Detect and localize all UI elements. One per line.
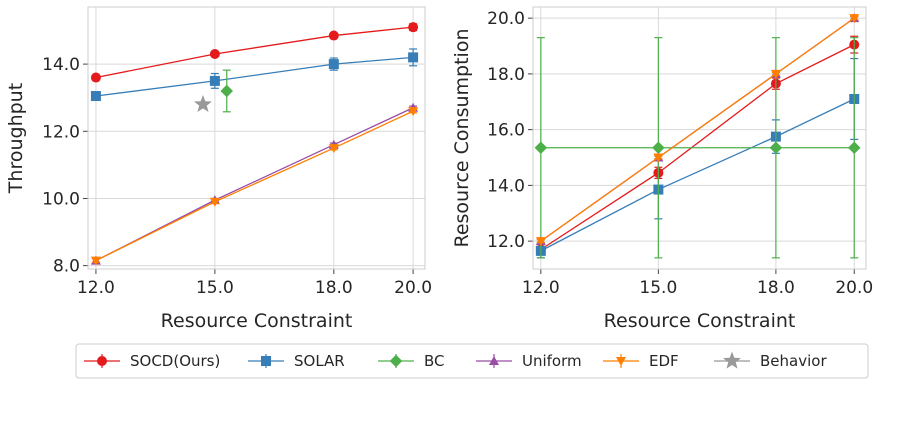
series-line <box>95 110 414 262</box>
data-point <box>220 84 234 98</box>
y-axis-label: Resource Consumption <box>451 28 473 247</box>
legend-entry-solar: SOLAR <box>248 352 345 370</box>
data-point <box>209 49 220 60</box>
data-point <box>770 69 781 79</box>
series-line <box>95 26 414 79</box>
data-point <box>408 22 419 33</box>
legend-label: BC <box>424 352 445 370</box>
legend-label: SOLAR <box>294 352 345 370</box>
legend-entry-edf: EDF <box>603 352 679 370</box>
data-point <box>194 94 212 113</box>
data-point <box>408 52 419 63</box>
y-tick-label: 12.0 <box>42 122 80 142</box>
y-tick-label: 20.0 <box>487 9 525 29</box>
data-point <box>90 256 101 266</box>
legend-marker <box>723 351 741 369</box>
y-axis-label: Throughput <box>5 83 27 194</box>
y-tick-label: 8.0 <box>53 257 80 277</box>
legend-label: EDF <box>649 352 679 370</box>
data-point <box>847 141 861 155</box>
legend-entry-uniform: Uniform <box>476 352 582 370</box>
series-line <box>95 107 414 262</box>
series-bc <box>534 37 861 259</box>
legend-label: Behavior <box>760 352 827 370</box>
series-line <box>95 56 414 97</box>
x-tick-label: 20.0 <box>394 278 432 298</box>
data-point <box>534 141 548 155</box>
legend-marker <box>97 356 107 366</box>
x-tick-label: 18.0 <box>757 278 795 298</box>
data-point <box>328 144 339 154</box>
data-point <box>209 75 220 86</box>
legend-entry-behavior: Behavior <box>714 351 827 370</box>
legend-entry-bc: BC <box>378 352 445 370</box>
y-tick-label: 14.0 <box>42 55 80 75</box>
throughput-panel: 12.0 15.0 18.0 20.0 8.0 10.0 12.0 14.0 Resource … <box>5 6 432 332</box>
legend-entry-socd-ours-: SOCD(Ours) <box>84 352 220 370</box>
series-line <box>540 98 855 252</box>
x-axis-label: Resource Constraint <box>604 310 796 332</box>
y-tick-label: 14.0 <box>487 176 525 196</box>
series-solar <box>535 57 860 259</box>
legend-marker <box>489 356 499 365</box>
data-point <box>209 197 220 207</box>
legend-label: SOCD(Ours) <box>130 352 220 370</box>
data-point <box>328 59 339 70</box>
series-edf <box>90 107 419 266</box>
data-point <box>90 72 101 83</box>
series-socd-ours- <box>535 35 860 255</box>
y-tick-label: 12.0 <box>487 232 525 252</box>
y-tick-label: 16.0 <box>487 121 525 141</box>
legend: SOCD(Ours) SOLAR BC Uniform EDF Behavior <box>75 343 869 379</box>
y-tick-label: 18.0 <box>487 65 525 85</box>
legend-marker <box>389 354 403 368</box>
data-point <box>653 153 664 163</box>
legend-marker <box>616 357 626 366</box>
legend-label: Uniform <box>522 352 582 370</box>
series-edf <box>535 14 860 247</box>
plot-frame <box>532 6 867 270</box>
plot-frame <box>87 6 426 270</box>
data-point <box>652 141 665 155</box>
data-point <box>849 14 860 24</box>
data-point <box>328 30 339 41</box>
x-tick-label: 15.0 <box>196 278 234 298</box>
series-socd-ours- <box>90 22 419 83</box>
series-line <box>540 17 855 242</box>
series-bc <box>220 69 234 113</box>
x-tick-label: 20.0 <box>835 278 873 298</box>
y-tick-label: 10.0 <box>42 189 80 209</box>
x-tick-label: 15.0 <box>639 278 677 298</box>
legend-marker <box>261 356 271 366</box>
legend-frame <box>75 343 869 379</box>
series-line <box>540 44 855 251</box>
series-behavior <box>194 94 212 113</box>
x-tick-label: 12.0 <box>522 278 560 298</box>
x-tick-label: 12.0 <box>77 278 115 298</box>
x-tick-label: 18.0 <box>315 278 353 298</box>
resource-consumption-panel: 12.0 15.0 18.0 20.0 12.0 14.0 16.0 18.0 20.0 Reso… <box>451 6 873 332</box>
data-point <box>90 91 101 102</box>
series-solar <box>90 48 419 102</box>
data-point <box>408 107 419 117</box>
x-axis-label: Resource Constraint <box>161 310 353 332</box>
data-point <box>535 237 546 247</box>
data-point <box>769 141 783 155</box>
